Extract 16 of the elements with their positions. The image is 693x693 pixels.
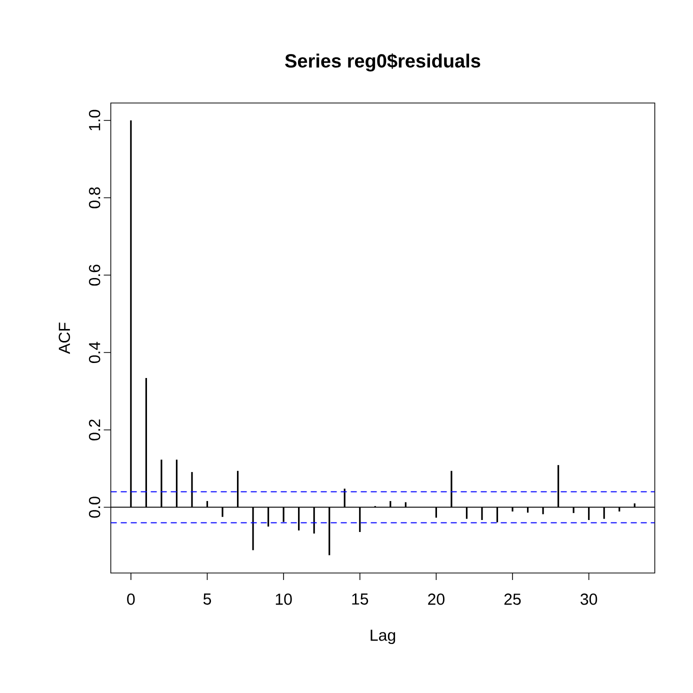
- y-tick-label: 1.0: [89, 110, 100, 130]
- x-axis-title: Lag: [370, 630, 396, 644]
- y-tick-label: 0.4: [89, 342, 100, 363]
- chart-title: Series reg0$residuals: [285, 53, 480, 72]
- x-tick-label: 30: [580, 594, 598, 605]
- y-tick-label: 0.8: [89, 187, 100, 208]
- y-tick-label: 0.2: [89, 420, 100, 440]
- x-tick-label: 10: [276, 594, 292, 605]
- x-tick-label: 0: [127, 594, 135, 605]
- y-axis-title: ACF: [58, 322, 70, 354]
- y-tick-label: 0.6: [89, 264, 100, 286]
- x-tick-label: 25: [504, 594, 521, 605]
- x-tick-label: 20: [428, 594, 445, 605]
- y-tick-label: 0.0: [89, 496, 100, 518]
- x-tick-label: 5: [204, 594, 212, 605]
- x-tick-label: 15: [352, 594, 368, 605]
